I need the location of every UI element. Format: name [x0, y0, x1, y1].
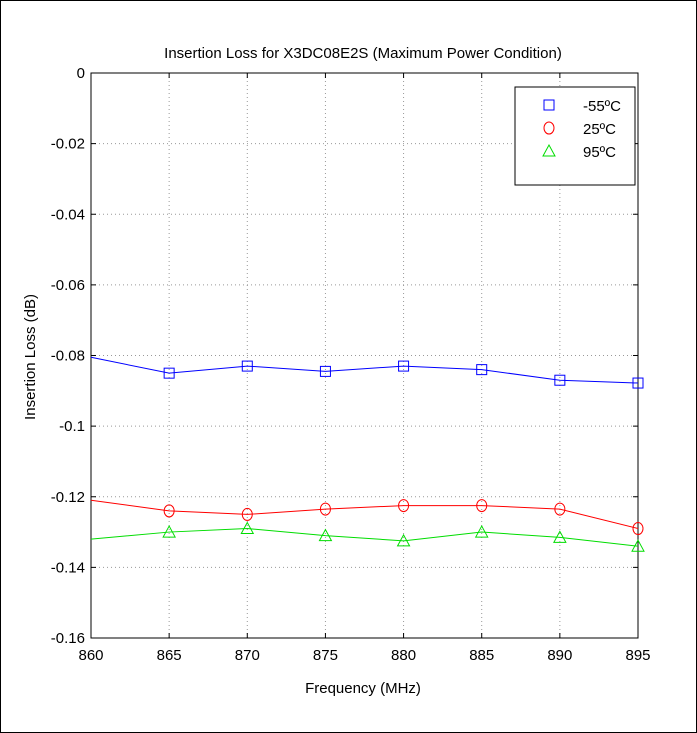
x-tick-label: 865	[157, 647, 182, 664]
data-point-square	[319, 365, 331, 377]
x-tick-label: 880	[391, 647, 416, 664]
x-axis-title: Frequency (MHz)	[305, 680, 421, 697]
series-square	[90, 356, 644, 389]
x-tick-label: 885	[469, 647, 494, 664]
data-point-square	[241, 360, 253, 372]
data-point-square	[476, 364, 488, 376]
series-line-circle	[90, 499, 639, 530]
data-point-circle	[632, 522, 644, 536]
x-tick-label: 870	[235, 647, 260, 664]
y-tick-label: -0.16	[51, 630, 85, 647]
y-tick-label: 0	[77, 65, 85, 82]
series-line-square	[90, 356, 639, 384]
legend-marker-circle	[543, 121, 555, 135]
y-tick-label: -0.14	[51, 559, 85, 576]
data-point-triangle	[162, 525, 176, 538]
data-point-square	[632, 377, 644, 389]
data-point-triangle	[553, 530, 567, 543]
data-point-square	[398, 360, 410, 372]
data-point-triangle	[240, 521, 255, 535]
y-tick-label: -0.04	[51, 206, 85, 223]
data-point-triangle	[631, 539, 645, 552]
data-point-circle	[319, 502, 331, 516]
legend-box	[514, 86, 636, 186]
chart-title: Insertion Loss for X3DC08E2S (Maximum Po…	[164, 45, 562, 62]
series-layer	[90, 356, 645, 552]
axis-ticks: 860 865 870 875 880 885 890 895 0 -0.02 -0.04 -0.06…	[51, 65, 651, 664]
data-point-circle	[241, 507, 253, 521]
legend-marker-square	[543, 99, 555, 111]
data-point-square	[163, 367, 175, 379]
legend-label: -55ºC	[583, 98, 621, 115]
series-circle	[90, 499, 644, 536]
data-point-circle	[476, 499, 488, 513]
y-tick-label: -0.06	[51, 277, 85, 294]
data-point-triangle	[474, 525, 489, 538]
data-point-circle	[554, 502, 566, 516]
legend-label: 95ºC	[583, 144, 616, 161]
x-tick-label: 860	[78, 647, 103, 664]
y-axis-title: Insertion Loss (dB)	[22, 294, 39, 420]
data-point-circle	[163, 504, 175, 518]
y-tick-label: -0.1	[59, 418, 85, 435]
data-point-triangle	[396, 533, 411, 547]
series-line-triangle	[90, 528, 639, 547]
y-tick-label: -0.12	[51, 489, 85, 506]
x-tick-label: 895	[625, 647, 650, 664]
legend-label: 25ºC	[583, 121, 616, 138]
data-point-circle	[398, 499, 410, 513]
legend: -55ºC 25ºC 95ºC	[514, 86, 636, 186]
y-tick-label: -0.08	[51, 348, 85, 365]
data-point-triangle	[318, 528, 333, 542]
data-point-square	[554, 374, 566, 386]
x-tick-label: 890	[547, 647, 572, 664]
legend-marker-triangle	[542, 143, 556, 157]
x-tick-label: 875	[313, 647, 338, 664]
series-triangle	[90, 521, 645, 552]
y-tick-label: -0.02	[51, 136, 85, 153]
